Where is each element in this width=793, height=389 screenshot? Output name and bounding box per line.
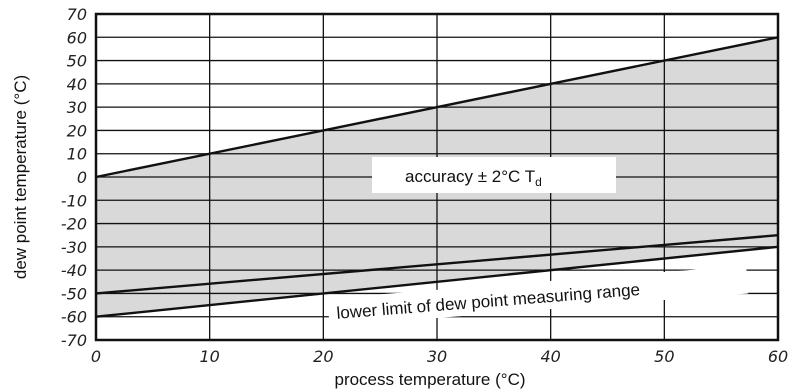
y-tick-label: -50 — [61, 284, 87, 303]
y-tick-label: -70 — [61, 331, 87, 350]
x-tick-label: 0 — [91, 347, 101, 366]
plot-frame — [94, 12, 780, 342]
y-axis-title: dew point temperature (°C) — [11, 75, 30, 279]
y-tick-label: 50 — [67, 52, 87, 71]
x-tick-label: 60 — [768, 347, 788, 366]
x-axis-title: process temperature (°C) — [334, 370, 525, 389]
y-tick-label: 0 — [77, 168, 87, 187]
y-tick-label: -40 — [61, 261, 87, 280]
y-tick-label: 10 — [67, 145, 87, 164]
y-tick-label: -20 — [61, 215, 87, 234]
y-tick-label: 30 — [67, 98, 87, 117]
tick-layer: 0 10 20 30 40 50 60 70 60 50 40 30 20 10 0 -10 -20 -30 -40… — [61, 5, 788, 366]
lower-limit-label-box — [327, 265, 749, 327]
x-tick-label: 10 — [199, 347, 219, 366]
y-tick-label: 20 — [67, 121, 87, 140]
y-tick-label: 70 — [67, 5, 87, 24]
series-layer — [95, 36, 779, 318]
series-line-3 — [95, 245, 779, 318]
x-tick-label: 40 — [540, 347, 560, 366]
y-tick-label: 60 — [67, 28, 87, 47]
y-tick-label: -10 — [61, 191, 87, 210]
y-tick-label: -60 — [61, 308, 87, 327]
x-tick-label: 30 — [427, 347, 447, 366]
series-line-1 — [95, 36, 779, 179]
accuracy-label: accuracy ± 2°C Td — [405, 167, 542, 189]
x-tick-label: 50 — [654, 347, 674, 366]
x-tick-label: 20 — [313, 347, 333, 366]
series-line-2 — [95, 234, 779, 295]
y-tick-label: 40 — [67, 75, 87, 94]
y-tick-label: -30 — [61, 238, 87, 257]
accuracy-label-box — [372, 157, 616, 193]
